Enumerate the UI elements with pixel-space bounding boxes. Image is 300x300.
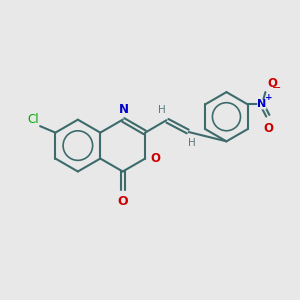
- Text: −: −: [272, 82, 281, 93]
- Text: H: H: [188, 138, 196, 148]
- Text: O: O: [263, 122, 273, 135]
- Text: N: N: [257, 99, 266, 110]
- Text: O: O: [151, 152, 160, 165]
- Text: H: H: [158, 105, 166, 115]
- Text: N: N: [118, 103, 129, 116]
- Text: O: O: [117, 195, 128, 208]
- Text: Cl: Cl: [27, 112, 39, 126]
- Text: +: +: [265, 93, 272, 102]
- Text: O: O: [267, 77, 277, 90]
